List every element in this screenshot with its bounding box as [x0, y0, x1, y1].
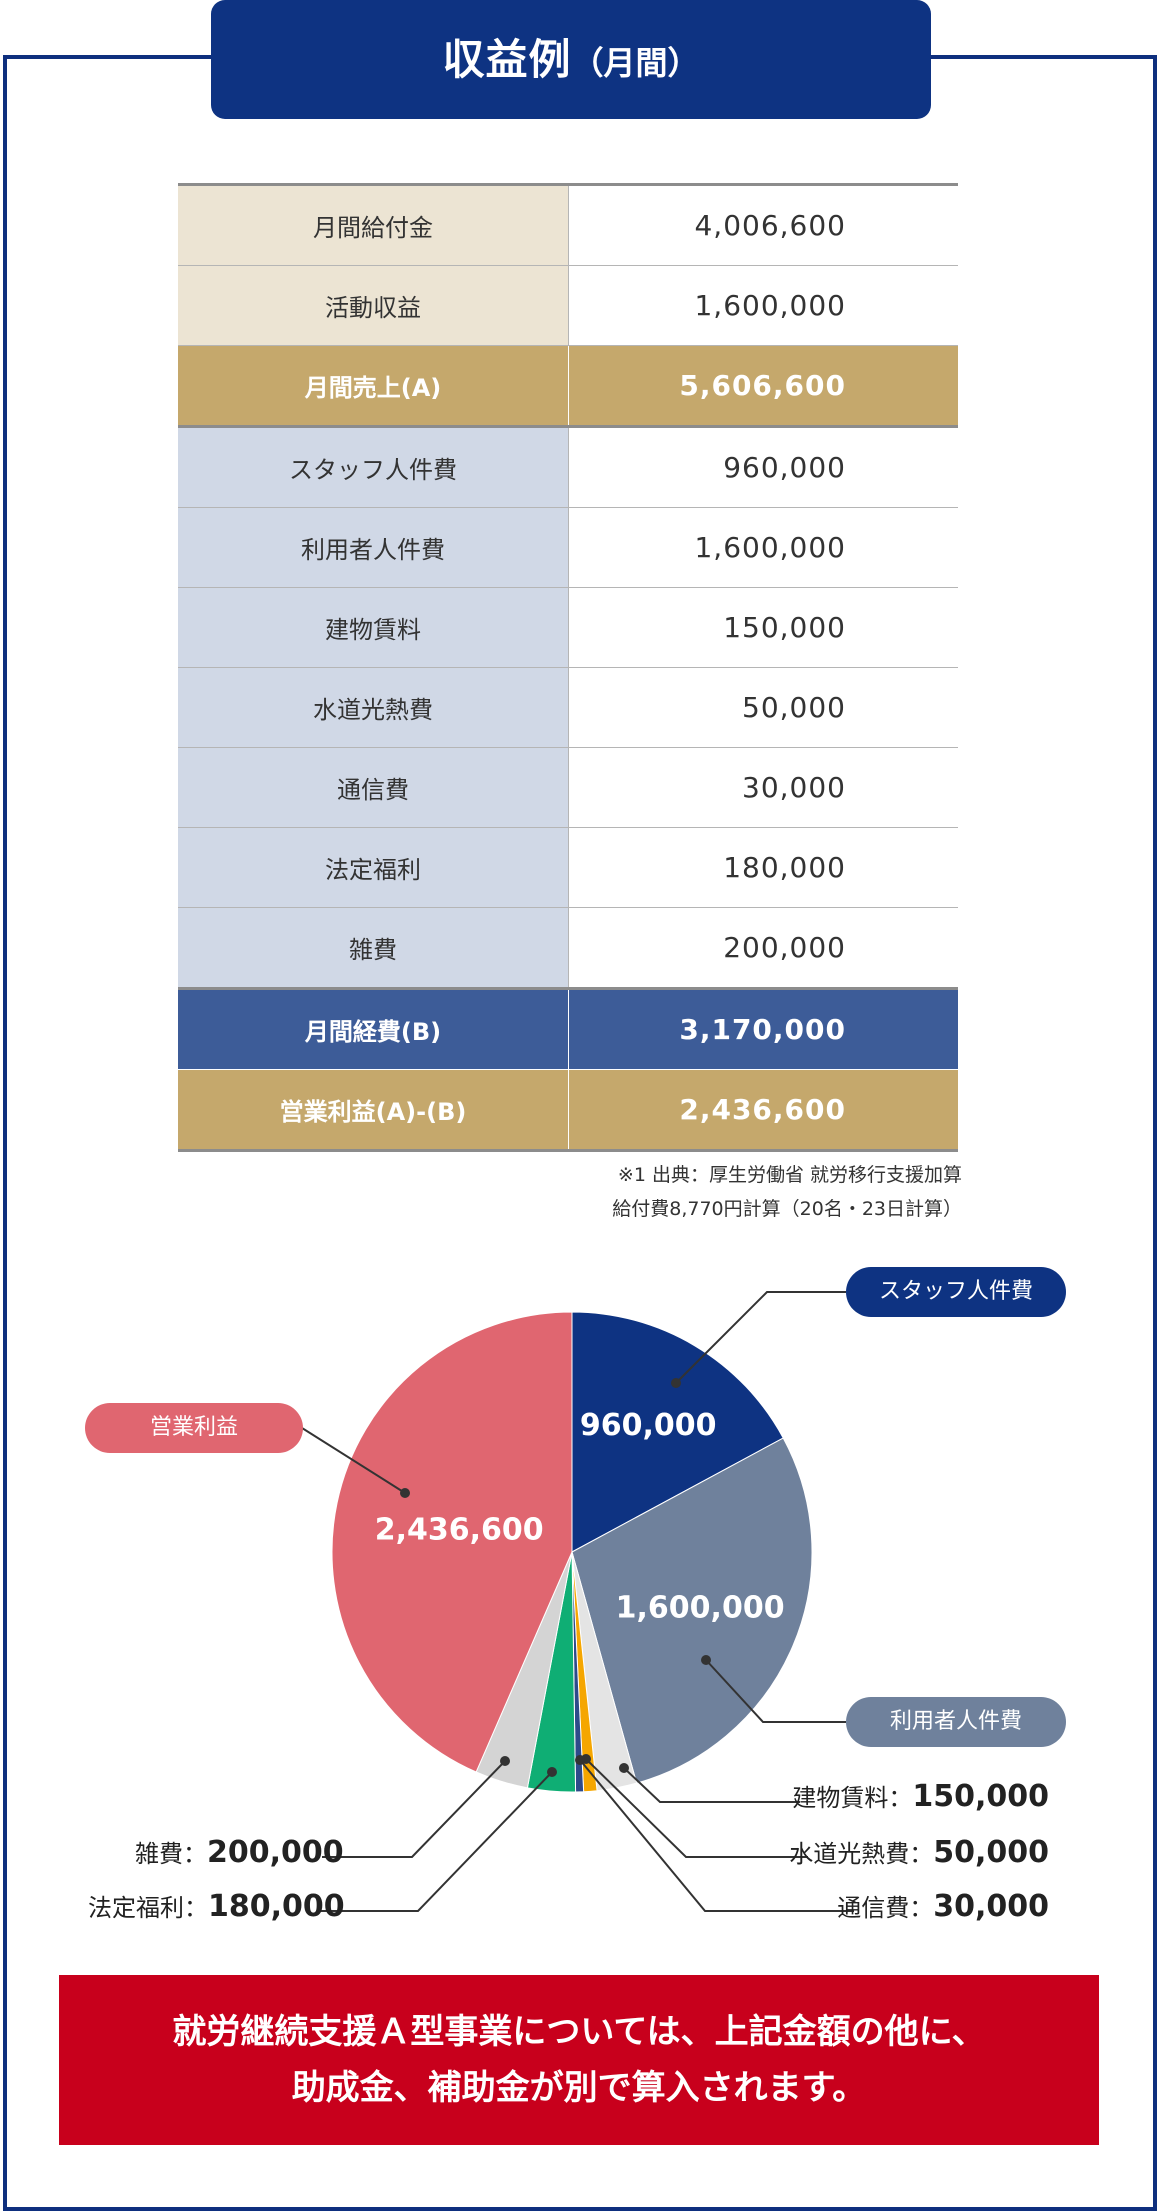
row-label: スタッフ人件費 — [178, 425, 569, 508]
row-value: 150,000 — [568, 587, 958, 668]
row-label: 水道光熱費 — [178, 667, 569, 748]
slice-value-label: 1,600,000 — [616, 1590, 785, 1625]
page-title: 収益例（月間） — [211, 0, 931, 119]
row-label: 月間売上(A) — [178, 345, 569, 427]
row-label: 営業利益(A)-(B) — [178, 1069, 569, 1151]
pie-slice — [571, 1311, 784, 1553]
row-value: 1,600,000 — [568, 265, 958, 346]
notice-banner-line1: 就労継続支援Ａ型事業については、上記金額の他に、 — [172, 2012, 986, 2052]
legend-operating-profit: 営業利益 — [85, 1403, 303, 1453]
pie-slice — [331, 1311, 573, 1773]
table-row: 月間給付金 4,006,600 — [178, 184, 958, 266]
notice-banner-line2: 助成金、補助金が別で算入されます。 — [291, 2068, 867, 2108]
callout-welfare: 法定福利：180,000 — [88, 1888, 345, 1924]
callout-utility-value: 50,000 — [933, 1835, 1049, 1870]
legend-staff-cost: スタッフ人件費 — [846, 1267, 1066, 1317]
callout-utility-label: 水道光熱費： — [789, 1840, 934, 1868]
row-value: 960,000 — [568, 425, 958, 508]
row-value: 3,170,000 — [568, 987, 958, 1070]
callout-communication: 通信費：30,000 — [837, 1888, 1049, 1924]
callout-misc: 雑費：200,000 — [135, 1834, 344, 1870]
leader-communication-dot — [575, 1755, 585, 1765]
leader-welfare — [318, 1771, 553, 1912]
row-value: 30,000 — [568, 747, 958, 828]
callout-misc-label: 雑費： — [135, 1840, 207, 1868]
leader-rent — [623, 1767, 800, 1803]
source-note: ※1 出典：厚生労働省 就労移行支援加算 給付費8,770円計算（20名・23日… — [362, 1158, 962, 1226]
row-label: 雑費 — [178, 907, 569, 989]
table-row: 利用者人件費 1,600,000 — [178, 507, 958, 588]
title-main: 収益例 — [442, 35, 572, 84]
row-label: 建物賃料 — [178, 587, 569, 668]
title-sub: （月間） — [571, 44, 700, 82]
row-value: 200,000 — [568, 907, 958, 989]
table-row: 法定福利 180,000 — [178, 827, 958, 908]
row-label: 法定福利 — [178, 827, 569, 908]
source-note-line1: ※1 出典：厚生労働省 就労移行支援加算 — [617, 1164, 962, 1186]
row-label: 利用者人件費 — [178, 507, 569, 588]
table-row: 建物賃料 150,000 — [178, 587, 958, 668]
leader-utility — [585, 1758, 808, 1858]
leader-user — [705, 1659, 846, 1723]
row-label: 活動収益 — [178, 265, 569, 346]
row-value: 50,000 — [568, 667, 958, 748]
table-row: 通信費 30,000 — [178, 747, 958, 828]
leader-staff-dot — [671, 1378, 681, 1388]
table-row: 雑費 200,000 — [178, 907, 958, 989]
callout-rent-label: 建物賃料： — [792, 1784, 913, 1812]
revenue-table: 月間給付金 4,006,600 活動収益 1,600,000 月間売上(A) 5,606,… — [178, 183, 958, 1152]
row-label: 月間経費(B) — [178, 987, 569, 1070]
table-row: 月間経費(B) 3,170,000 — [178, 987, 958, 1070]
leader-rent-dot — [619, 1763, 629, 1773]
leader-misc — [322, 1760, 506, 1858]
source-note-line2: 給付費8,770円計算（20名・23日計算） — [612, 1198, 962, 1220]
callout-misc-value: 200,000 — [207, 1835, 344, 1870]
table-row: 営業利益(A)-(B) 2,436,600 — [178, 1069, 958, 1151]
leader-misc-dot — [500, 1756, 510, 1766]
callout-welfare-label: 法定福利： — [88, 1894, 208, 1922]
slice-value-label: 2,436,600 — [375, 1512, 544, 1547]
row-value: 2,436,600 — [568, 1069, 958, 1151]
callout-welfare-value: 180,000 — [208, 1889, 345, 1924]
pie-slice — [571, 1437, 813, 1784]
table-row: 月間売上(A) 5,606,600 — [178, 345, 958, 427]
legend-user-cost: 利用者人件費 — [846, 1697, 1066, 1747]
leader-staff — [675, 1291, 846, 1384]
row-label: 通信費 — [178, 747, 569, 828]
callout-rent: 建物賃料：150,000 — [792, 1778, 1049, 1814]
pie-chart: 960,000 1,600,000 2,436,600 — [298, 1291, 854, 1912]
notice-banner: 就労継続支援Ａ型事業については、上記金額の他に、 助成金、補助金が別で算入されま… — [59, 1975, 1099, 2145]
callout-communication-label: 通信費： — [837, 1894, 934, 1922]
table-row: スタッフ人件費 960,000 — [178, 425, 958, 508]
table-row: 活動収益 1,600,000 — [178, 265, 958, 346]
row-value: 1,600,000 — [568, 507, 958, 588]
table-row: 水道光熱費 50,000 — [178, 667, 958, 748]
slice-value-label: 960,000 — [580, 1408, 717, 1443]
row-value: 5,606,600 — [568, 345, 958, 427]
callout-utility: 水道光熱費：50,000 — [789, 1834, 1049, 1870]
callout-rent-value: 150,000 — [912, 1779, 1049, 1814]
leader-welfare-dot — [547, 1767, 557, 1777]
row-label: 月間給付金 — [178, 184, 569, 266]
row-value: 180,000 — [568, 827, 958, 908]
leader-communication — [579, 1759, 854, 1912]
row-value: 4,006,600 — [568, 184, 958, 266]
leader-profit-dot — [400, 1488, 410, 1498]
callout-communication-value: 30,000 — [933, 1889, 1049, 1924]
leader-user-dot — [701, 1655, 711, 1665]
